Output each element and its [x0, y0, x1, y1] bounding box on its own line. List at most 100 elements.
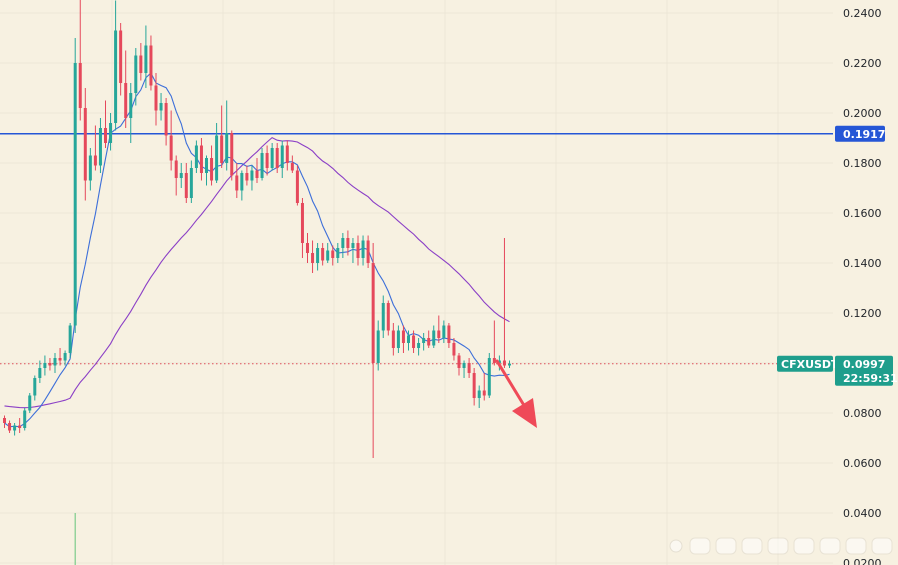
candle-up — [144, 25, 148, 88]
candle-down — [427, 330, 431, 348]
candle-up — [68, 323, 72, 358]
candle-up — [422, 333, 426, 351]
candle-down — [371, 243, 375, 458]
candle-down — [164, 98, 168, 146]
candle-body — [407, 335, 410, 343]
candle-up — [381, 295, 385, 338]
candle-down — [139, 43, 143, 81]
candle-down — [366, 235, 370, 268]
candle-down — [104, 100, 107, 148]
candle-body — [472, 373, 476, 398]
candle-body — [351, 243, 355, 248]
candle-body — [230, 133, 234, 176]
countdown-label: 22:59:31 — [843, 372, 898, 385]
candle-down — [124, 50, 128, 128]
candle-body — [432, 330, 436, 346]
candle-up — [341, 233, 345, 258]
candle-down — [83, 88, 87, 201]
slow-ma-line — [4, 136, 510, 409]
candle-body — [381, 303, 385, 331]
candle-down — [210, 145, 214, 186]
candle-up — [114, 0, 118, 131]
candle-body — [477, 390, 481, 398]
price-tick-label: 0.0600 — [843, 457, 882, 470]
candle-down — [245, 165, 249, 186]
candle-body — [255, 170, 259, 178]
candle-down — [467, 358, 471, 378]
candle-body — [68, 325, 72, 353]
candle-body — [311, 253, 315, 263]
candle-body — [497, 360, 501, 363]
candle-down — [290, 155, 294, 173]
candle-down — [48, 358, 52, 371]
candle-body — [386, 303, 390, 331]
candle-up — [63, 350, 67, 366]
candle-body — [462, 363, 466, 368]
candle-down — [18, 418, 22, 433]
candle-down — [184, 163, 188, 203]
candle-down — [412, 330, 416, 353]
candle-up — [240, 170, 244, 201]
candle-up — [316, 243, 320, 271]
price-tick-label: 0.0200 — [843, 557, 882, 565]
price-tick-label: 0.0400 — [843, 507, 882, 520]
candle-body — [124, 83, 128, 118]
candle-up — [73, 38, 77, 333]
price-tick-label: 0.2400 — [843, 7, 882, 20]
candle-down — [58, 348, 62, 366]
candle-body — [467, 363, 471, 373]
candle-down — [331, 245, 335, 266]
candle-body — [88, 155, 92, 181]
candle-body — [427, 338, 431, 346]
candle-body — [341, 238, 345, 248]
candle-up — [98, 118, 102, 173]
candle-body — [396, 330, 400, 348]
candle-body — [331, 250, 335, 258]
candle-body — [336, 248, 340, 258]
candle-body — [412, 335, 416, 348]
candle-body — [58, 358, 62, 361]
candle-body — [149, 45, 153, 86]
candle-down — [346, 230, 350, 256]
price-tick-label: 0.2000 — [843, 107, 882, 120]
candle-body — [442, 325, 446, 338]
candle-body — [215, 135, 219, 181]
candle-body — [210, 158, 214, 181]
watermark-dot — [669, 539, 683, 553]
candle-down — [356, 235, 360, 266]
candle-down — [452, 338, 456, 361]
candle-down — [199, 138, 203, 181]
candle-body — [159, 103, 163, 111]
candle-body — [437, 330, 441, 338]
candle-body — [53, 358, 57, 366]
candle-down — [154, 73, 158, 126]
candle-down — [401, 325, 405, 353]
candle-body — [43, 363, 47, 368]
candle-body — [356, 243, 360, 258]
candle-body — [28, 395, 32, 411]
candle-body — [316, 248, 320, 263]
candle-body — [114, 30, 118, 123]
candle-body — [290, 163, 294, 171]
candle-down — [230, 130, 234, 181]
candle-body — [487, 358, 491, 396]
candle-body — [417, 343, 421, 348]
candle-up — [205, 155, 208, 186]
candle-up — [477, 385, 481, 408]
candle-body — [104, 128, 107, 143]
watermark-block — [715, 537, 737, 555]
candle-down — [391, 323, 395, 356]
candle-down — [255, 158, 259, 183]
candle-up — [407, 330, 410, 351]
candle-up — [225, 100, 229, 171]
watermark-block — [845, 537, 867, 555]
candle-body — [235, 175, 239, 191]
candle-down — [321, 243, 325, 266]
candle-up — [432, 325, 436, 348]
candle-down — [235, 163, 239, 198]
watermark-logo — [669, 537, 893, 555]
candle-body — [174, 160, 178, 178]
candle-body — [306, 243, 309, 253]
